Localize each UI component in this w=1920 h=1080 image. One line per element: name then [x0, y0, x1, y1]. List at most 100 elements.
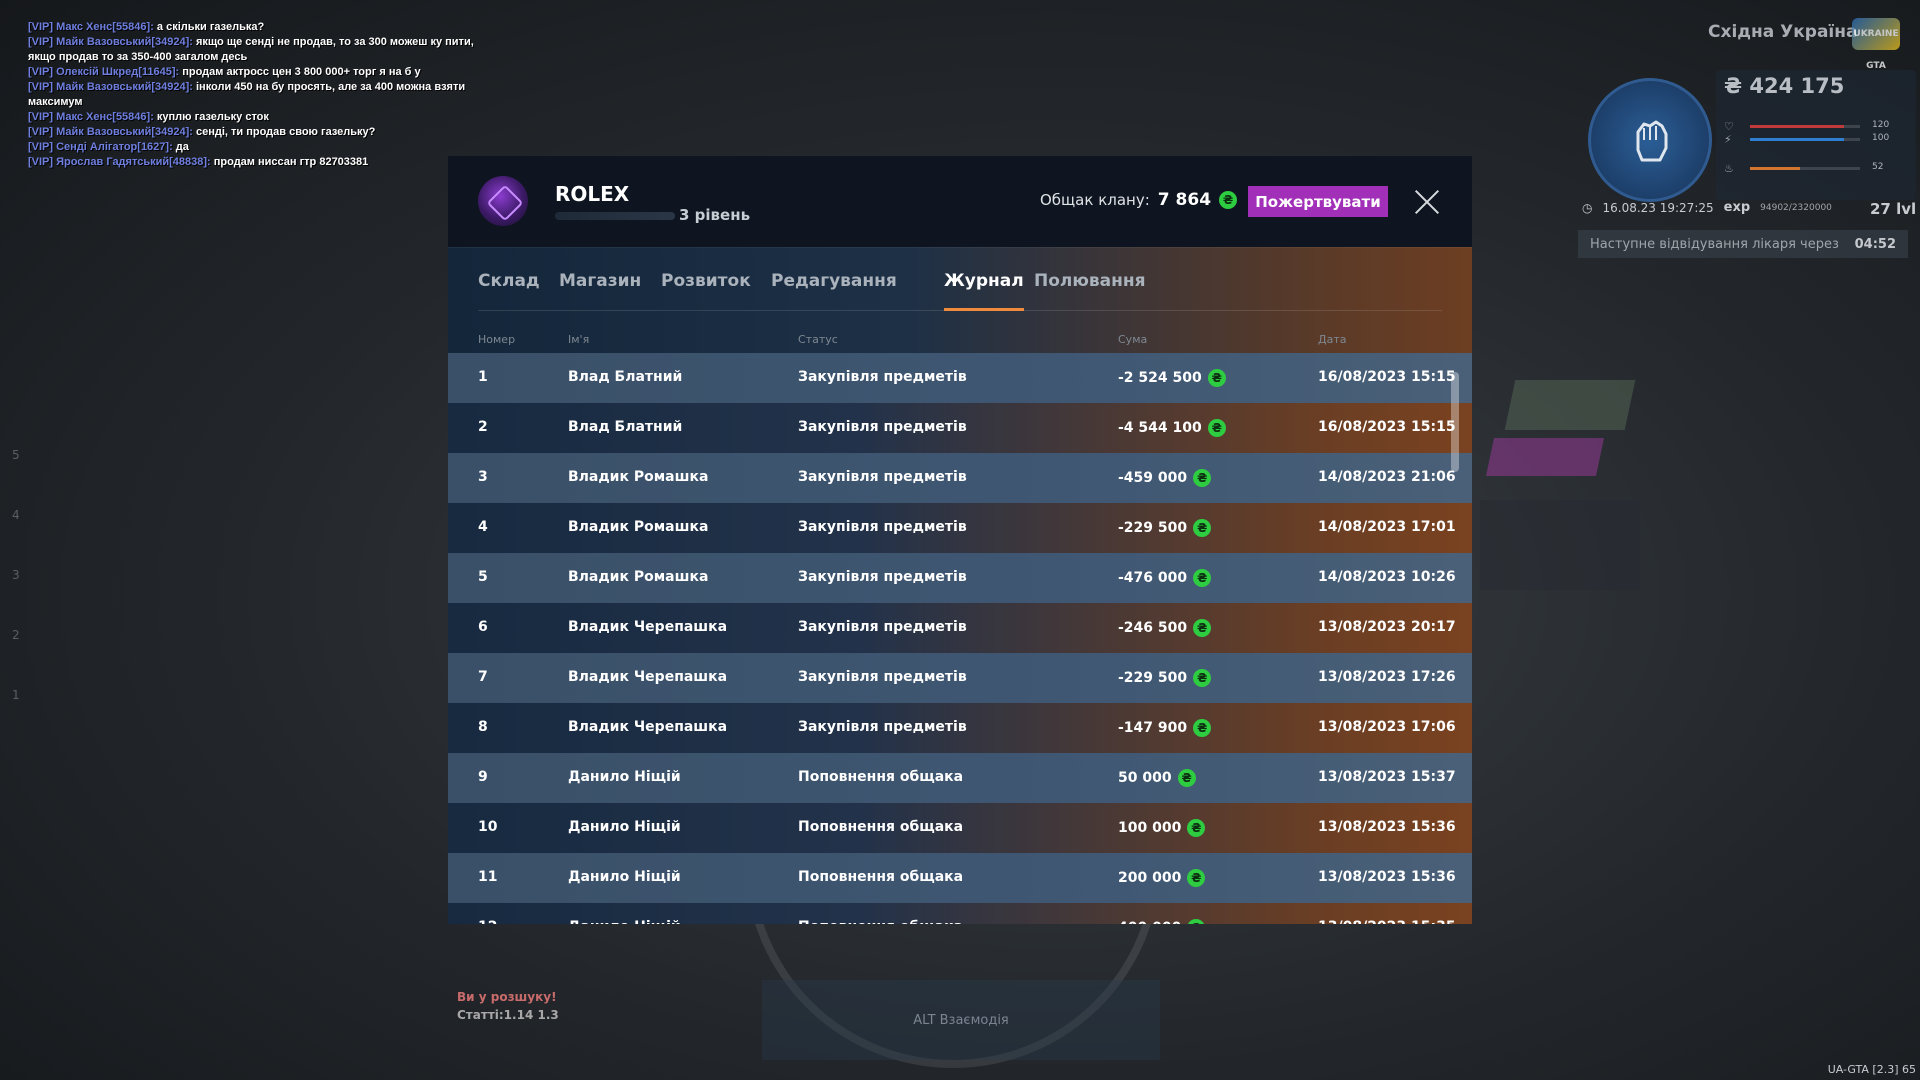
- tab-3[interactable]: Розвиток: [661, 271, 751, 291]
- table-row: 12 Данило Ніщій Поповнення общака 13/08/202…: [448, 903, 1472, 924]
- row-date: 13/08/2023 15:36: [1318, 869, 1456, 885]
- chat-message: сенді, ти продав свою газельку?: [192, 126, 376, 138]
- row-status: Поповнення общака: [798, 819, 964, 835]
- chat-author: [VIP] Макс Хенс[55846]:: [28, 111, 154, 123]
- exp-label: exp: [1723, 200, 1751, 215]
- row-name: Владик Черепашка: [568, 619, 728, 635]
- hud-status-line: ◷ 16.08.23 19:27:25 exp 94902/2320000: [1582, 200, 1832, 215]
- journal-table: 1 Влад Блатний Закупівля предметів 16/08/20…: [448, 353, 1472, 924]
- clock-icon: ◷: [1582, 200, 1593, 215]
- row-number: 9: [478, 769, 488, 785]
- doctor-time: 04:52: [1854, 236, 1896, 252]
- chat-message: продам ниссан гтр 82703381: [210, 156, 369, 168]
- treasury-label: Общак клану:: [1040, 191, 1150, 209]
- row-date: 13/08/2023 15:35: [1318, 919, 1456, 924]
- clan-name: ROLEX: [555, 182, 630, 206]
- hunger-bar: ♨ 52: [1724, 162, 1914, 176]
- tab-2[interactable]: Магазин: [559, 271, 642, 291]
- row-name: Данило Ніщій: [568, 919, 681, 924]
- tab-5[interactable]: Журнал: [944, 271, 1024, 311]
- table-row: 2 Влад Блатний Закупівля предметів 16/08/20…: [448, 403, 1472, 453]
- tab-4[interactable]: Редагування: [771, 271, 897, 291]
- scrollbar[interactable]: [1451, 372, 1459, 472]
- row-sum: -229 500 ₴: [1118, 519, 1212, 537]
- armor-value: 100: [1872, 133, 1890, 143]
- row-sum: -459 000 ₴: [1118, 469, 1212, 487]
- row-name: Владик Черепашка: [568, 669, 728, 685]
- table-row: 10 Данило Ніщій Поповнення общака 13/08/202…: [448, 803, 1472, 853]
- clan-level: 3 рівень: [679, 206, 751, 224]
- row-sum-value: -229 500: [1118, 670, 1188, 686]
- currency-icon: ₴: [1207, 419, 1226, 437]
- row-sum-value: 100 000: [1118, 820, 1182, 836]
- currency-icon: ₴: [1219, 191, 1238, 209]
- chat-message: продам актросс цен 3 800 000+ торг я на …: [179, 66, 421, 78]
- tab-bar: Склад Магазин Розвиток Редагування Журнал Пол…: [478, 262, 1442, 311]
- chat-author: [VIP] Олексій Шкред[11645]:: [28, 66, 180, 78]
- row-date: 13/08/2023 15:37: [1318, 769, 1456, 785]
- row-sum-value: 400 000: [1118, 920, 1181, 924]
- row-sum-value: -229 500: [1118, 520, 1188, 536]
- row-name: Владик Ромашка: [568, 569, 709, 585]
- chat-line: [VIP] Ярослав Гадятський[48838]: продам …: [28, 155, 488, 170]
- table-row: 5 Владик Ромашка Закупівля предметів 14/08/…: [448, 553, 1472, 603]
- row-date: 13/08/2023 17:26: [1318, 669, 1456, 685]
- row-name: Данило Ніщій: [568, 869, 681, 885]
- side-number: 4: [12, 508, 20, 522]
- row-name: Влад Блатний: [568, 369, 683, 385]
- side-number: 5: [12, 448, 20, 462]
- donate-button[interactable]: Пожертвувати: [1248, 186, 1388, 217]
- row-name: Владик Ромашка: [568, 519, 709, 535]
- treasury-value: 7 864: [1157, 190, 1212, 210]
- chat-line: [VIP] Майк Вазовський[34924]: інколи 450…: [28, 80, 488, 110]
- table-row: 1 Влад Блатний Закупівля предметів 16/08/20…: [448, 353, 1472, 403]
- row-status: Поповнення общака: [798, 869, 964, 885]
- row-date: 16/08/2023 15:15: [1318, 419, 1456, 435]
- row-name: Владик Черепашка: [568, 719, 728, 735]
- chat-message: якщо ще сенді не продав, то за 300 можеш…: [28, 36, 474, 63]
- row-sum-value: 200 000: [1118, 870, 1182, 886]
- currency-icon: ₴: [1187, 869, 1206, 887]
- chat-message: а скільки газелька?: [153, 21, 265, 33]
- chat-line: [VIP] Макс Хенс[55846]: а скільки газель…: [28, 20, 488, 35]
- column-header: Статус: [798, 333, 838, 346]
- row-sum-value: 50 000: [1118, 770, 1172, 786]
- row-status: Поповнення общака: [798, 919, 963, 924]
- chat-message: да: [172, 141, 189, 153]
- modal-header: ROLEX 3 рівень Общак клану: 7 864 ₴ Поже…: [448, 156, 1472, 247]
- row-number: 3: [478, 469, 488, 485]
- chat-line: [VIP] Макс Хенс[55846]: куплю газельку с…: [28, 110, 488, 125]
- currency-icon: ₴: [1177, 769, 1196, 787]
- wanted-title: Ви у розшуку!: [457, 990, 557, 1004]
- close-icon[interactable]: [1414, 189, 1440, 215]
- row-number: 12: [478, 919, 497, 924]
- currency-icon: ₴: [1187, 819, 1206, 837]
- row-number: 11: [478, 869, 498, 885]
- row-sum: 200 000 ₴: [1118, 869, 1206, 887]
- row-sum-value: -2 524 500: [1118, 370, 1202, 386]
- tab-6[interactable]: Полювання: [1034, 271, 1146, 291]
- clan-progress-bar: [555, 212, 675, 220]
- row-date: 13/08/2023 17:06: [1318, 719, 1456, 735]
- table-row: 7 Владик Черепашка Закупівля предметів 13/0…: [448, 653, 1472, 703]
- wanted-articles: Статті:1.14 1.3: [457, 1008, 559, 1022]
- row-name: Влад Блатний: [568, 419, 683, 435]
- row-sum-value: -147 900: [1118, 720, 1188, 736]
- row-date: 16/08/2023 15:15: [1318, 369, 1456, 385]
- row-sum: 400 000 ₴: [1118, 919, 1206, 924]
- tab-1[interactable]: Склад: [478, 271, 540, 291]
- exp-value: 94902/2320000: [1760, 202, 1832, 213]
- row-sum: -147 900 ₴: [1118, 719, 1212, 737]
- row-sum-value: -4 544 100: [1118, 420, 1202, 436]
- row-status: Поповнення общака: [798, 769, 964, 785]
- chat-line: [VIP] Олексій Шкред[11645]: продам актро…: [28, 65, 488, 80]
- column-header: Ім'я: [568, 333, 590, 346]
- row-date: 13/08/2023 15:36: [1318, 819, 1456, 835]
- chat-message: куплю газельку сток: [153, 111, 269, 123]
- row-sum-value: -459 000: [1118, 470, 1188, 486]
- row-status: Закупівля предметів: [798, 619, 967, 635]
- table-row: 6 Владик Черепашка Закупівля предметів 13/0…: [448, 603, 1472, 653]
- health-bar: ♡ 120: [1724, 120, 1914, 134]
- clan-modal: ROLEX 3 рівень Общак клану: 7 864 ₴ Поже…: [448, 156, 1472, 924]
- server-name: Східна Україна: [1708, 22, 1858, 42]
